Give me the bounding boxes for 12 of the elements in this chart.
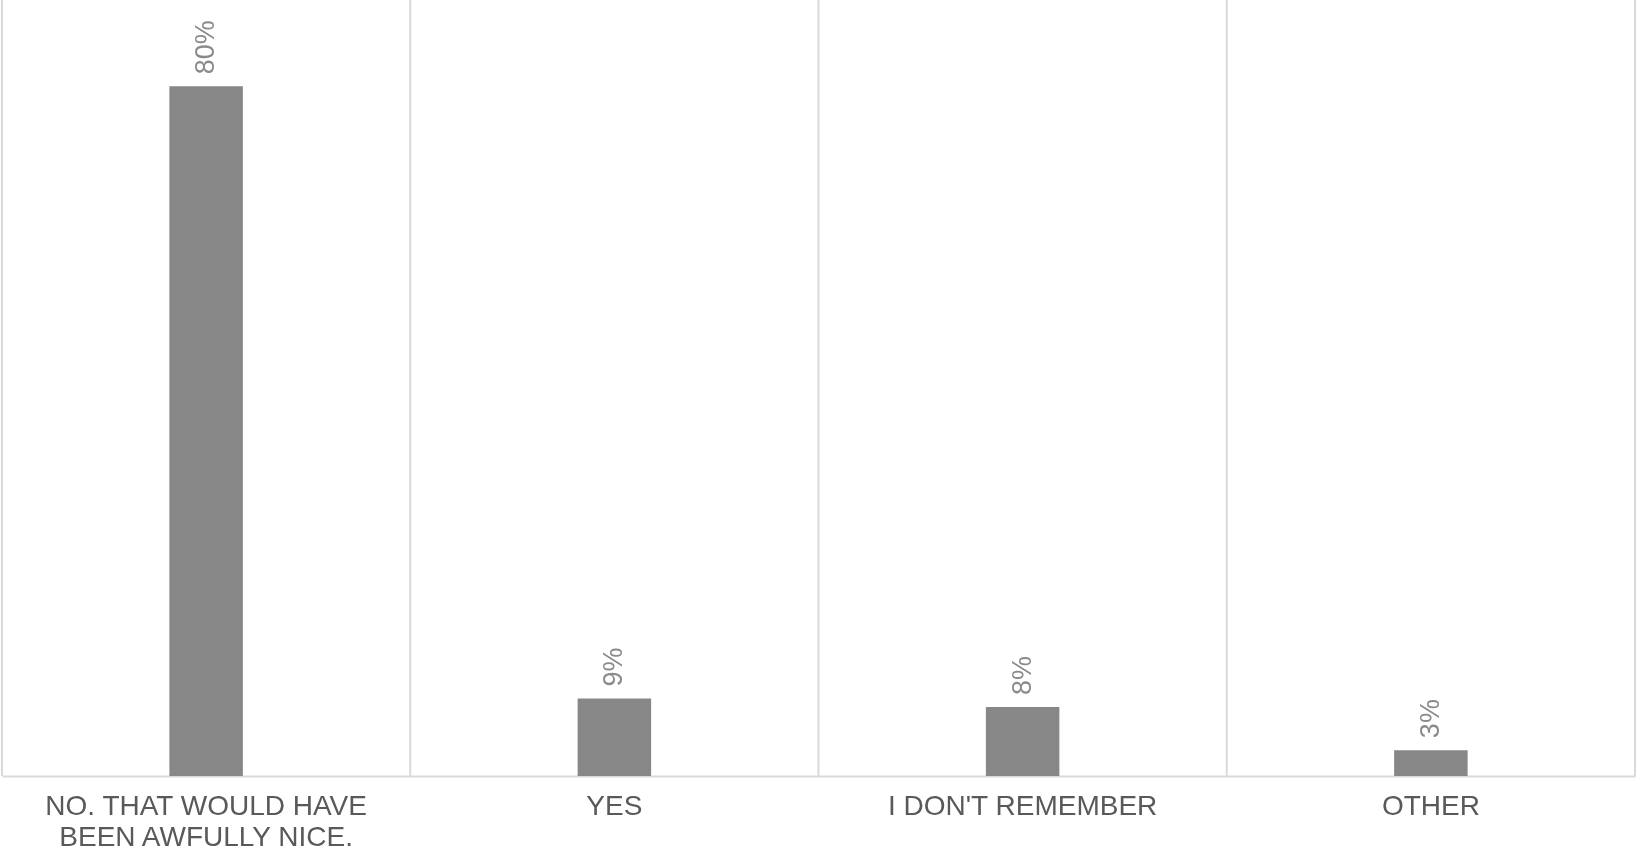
- bar: [1394, 750, 1468, 776]
- data-label: 9%: [598, 647, 629, 687]
- bar: [577, 698, 652, 776]
- data-label: 80%: [190, 20, 221, 75]
- data-label: 3%: [1414, 699, 1445, 739]
- x-tick-label: I DON'T REMEMBER: [887, 789, 1158, 821]
- bar: [985, 707, 1060, 776]
- x-tick-label: OTHER: [1381, 789, 1480, 821]
- x-tick-label: YES: [586, 789, 643, 821]
- data-label: 8%: [1006, 655, 1037, 696]
- x-tick-label: NO. THAT WOULD HAVE BEEN AWFULLY NICE.: [45, 789, 367, 852]
- bar: [169, 86, 243, 776]
